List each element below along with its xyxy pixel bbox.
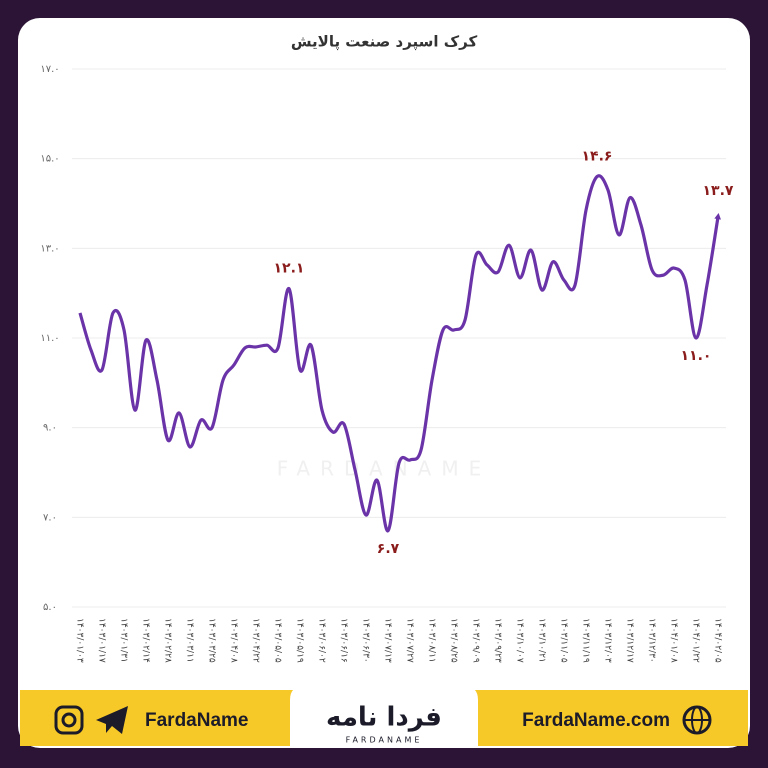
data-label: ۱۱.۰ (681, 348, 712, 364)
x-tick-label: ۱۴۰۳/۰۲/۱۴ (141, 618, 151, 663)
x-tick-label: ۱۴۰۳/۰۲/۲۸ (163, 618, 173, 663)
x-tick-label: ۱۴۰۴/۰۱/۲۲ (691, 618, 701, 663)
plot: ۵.۰ ۷.۰ ۹.۰ ۱۱.۰ ۱۳.۰ ۱۵.۰ ۱۷.۰ ۱۴۰۳/۰۱/۰۳ ۱۴۰۳/… (40, 64, 734, 663)
data-label: ۱۲.۱ (274, 261, 305, 277)
x-tick-label: ۱۴۰۳/۰۷/۱۳ (383, 618, 393, 663)
x-tick-label: ۱۴۰۳/۱۲/۱۷ (625, 618, 635, 663)
instagram-icon-lens (61, 712, 77, 728)
x-tick-label: ۱۴۰۳/۱۱/۰۵ (559, 618, 569, 663)
y-tick-label: ۹.۰ (43, 423, 57, 434)
footer-right: FardaName.com (522, 710, 670, 731)
logo: فردا نامه (326, 703, 442, 733)
card (18, 18, 750, 748)
x-tick-label: ۱۴۰۳/۱۰/۰۷ (515, 618, 525, 663)
telegram-icon[interactable] (96, 706, 128, 734)
watermark: FARDANAME (277, 457, 492, 481)
data-label: ۱۴.۶ (582, 149, 613, 165)
x-tick-label: ۱۴۰۳/۰۴/۰۸ (229, 618, 239, 663)
x-tick-label: ۱۴۰۳/۰۱/۱۷ (97, 618, 107, 663)
y-tick-label: ۱۱.۰ (40, 333, 59, 344)
logo-tab (290, 686, 478, 748)
y-tick-label: ۷.۰ (43, 512, 57, 523)
x-tick-label: ۱۴۰۴/۰۲/۰۵ (713, 618, 723, 663)
x-tick-label: ۱۴۰۳/۰۵/۰۵ (273, 618, 283, 663)
x-tick-label: ۱۴۰۳/۰۸/۱۱ (427, 618, 437, 663)
data-label: ۱۳.۷ (703, 183, 734, 199)
x-tick-label: ۱۴۰۳/۰۳/۱۱ (185, 618, 195, 663)
x-tick-label: ۱۴۰۳/۰۹/۰۹ (471, 618, 481, 663)
y-tick-label: ۱۳.۰ (40, 243, 59, 254)
x-tick-label: ۱۴۰۳/۰۹/۲۳ (493, 618, 503, 663)
logo-sub: FARDANAME (346, 736, 423, 745)
x-tick-label: ۱۴۰۳/۱۲/۰۳ (603, 618, 613, 663)
footer-left: FardaName (145, 710, 249, 731)
x-tick-label: ۱۴۰۳/۰۷/۲۷ (405, 618, 415, 663)
x-tick-label: ۱۴۰۳/۱۱/۱۹ (581, 618, 591, 663)
y-tick-label: ۵.۰ (43, 602, 57, 613)
x-tick-label: ۱۴۰۳/۰۱/۳۱ (119, 618, 129, 663)
x-tick-label: ۱۴۰۳/۱۲/۳۰ (647, 618, 657, 663)
x-tick-label: ۱۴۰۳/۰۶/۰۲ (317, 618, 327, 663)
x-tick-label: ۱۴۰۳/۰۱/۰۳ (75, 618, 85, 663)
instagram-icon[interactable] (54, 705, 84, 735)
chart-title: کرک اسپرد صنعت پالایش (291, 33, 478, 52)
y-tick-label: ۱۵.۰ (40, 154, 59, 165)
x-tick-label: ۱۴۰۳/۰۶/۱۶ (339, 618, 349, 663)
x-tick-label: ۱۴۰۳/۱۰/۲۱ (537, 618, 547, 663)
x-tick-label: ۱۴۰۳/۰۵/۱۹ (295, 618, 305, 663)
x-tick-label: ۱۴۰۳/۰۸/۲۵ (449, 618, 459, 663)
y-tick-label: ۱۷.۰ (40, 64, 59, 75)
data-label: ۶.۷ (377, 541, 400, 557)
line-arrowhead (714, 213, 721, 220)
line (78, 174, 720, 533)
x-tick-label: ۱۴۰۴/۰۱/۰۸ (669, 618, 679, 663)
x-tick-label: ۱۴۰۳/۰۶/۳۰ (361, 618, 371, 663)
x-tick-label: ۱۴۰۳/۰۴/۲۲ (251, 618, 261, 663)
x-tick-label: ۱۴۰۳/۰۳/۲۵ (207, 618, 217, 663)
